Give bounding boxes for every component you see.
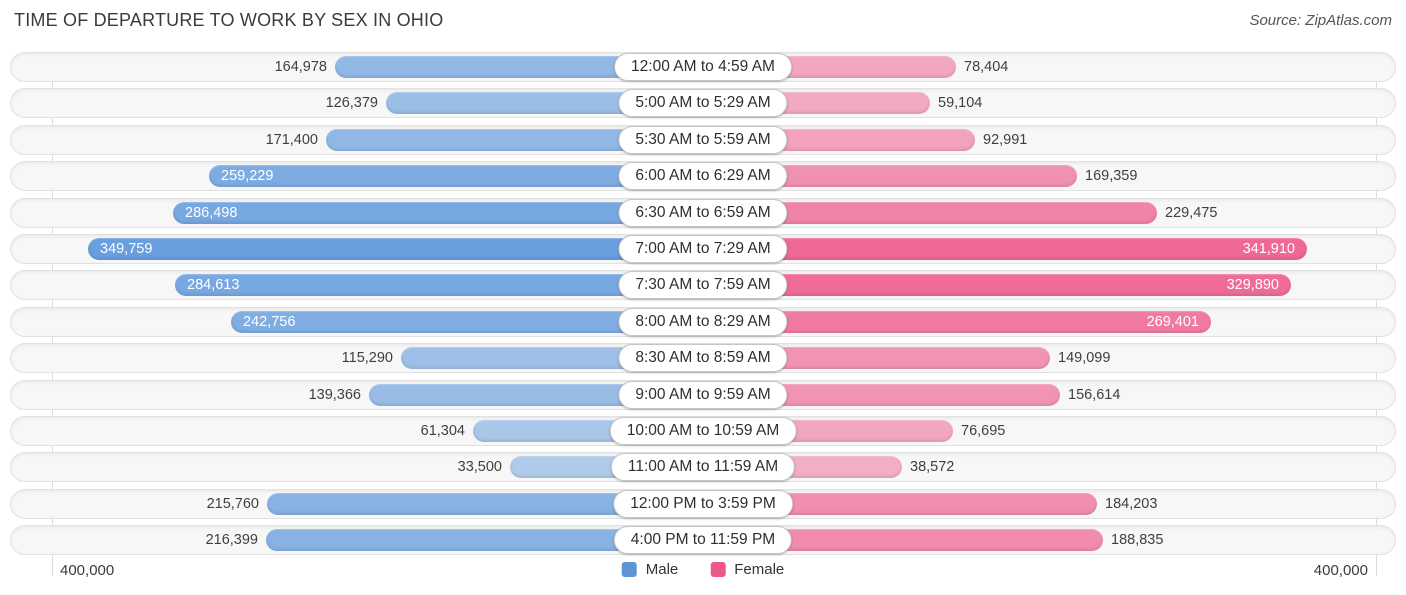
time-range-label: 9:00 AM to 9:59 AM [618, 381, 788, 409]
chart-row: 126,379 59,104 5:00 AM to 5:29 AM [10, 88, 1396, 118]
male-value-label: 242,756 [243, 314, 296, 330]
legend: Male Female [621, 561, 785, 578]
x-axis-max-left: 400,000 [60, 562, 115, 579]
female-value-label: 229,475 [1165, 205, 1218, 221]
male-value-label: 284,613 [187, 277, 240, 293]
male-bar [267, 493, 703, 515]
male-bar [209, 165, 703, 187]
chart-row: 284,613 329,890 7:30 AM to 7:59 AM [10, 270, 1396, 300]
male-bar [231, 311, 703, 333]
time-range-label: 6:30 AM to 6:59 AM [618, 199, 788, 227]
male-value-label: 349,759 [100, 241, 153, 257]
chart-row: 259,229 169,359 6:00 AM to 6:29 AM [10, 161, 1396, 191]
male-value-label: 33,500 [457, 459, 502, 475]
male-bar [266, 529, 703, 551]
male-value-label: 215,760 [206, 496, 259, 512]
female-value-label: 38,572 [910, 459, 955, 475]
female-bar [703, 347, 1050, 369]
time-range-label: 5:30 AM to 5:59 AM [618, 126, 788, 154]
chart-row: 286,498 229,475 6:30 AM to 6:59 AM [10, 198, 1396, 228]
time-range-label: 5:00 AM to 5:29 AM [618, 89, 788, 117]
male-bar [335, 56, 703, 78]
female-bar [703, 529, 1103, 551]
male-value-label: 126,379 [325, 95, 378, 111]
male-value-label: 286,498 [185, 205, 238, 221]
female-legend-label: Female [734, 561, 785, 578]
chart-title: TIME OF DEPARTURE TO WORK BY SEX IN OHIO [14, 10, 444, 30]
female-value-label: 76,695 [961, 423, 1006, 439]
female-value-label: 341,910 [1242, 241, 1295, 257]
male-value-label: 61,304 [420, 423, 465, 439]
female-bar [703, 311, 1211, 333]
time-range-label: 10:00 AM to 10:59 AM [609, 417, 797, 445]
male-value-label: 139,366 [308, 387, 361, 403]
time-range-label: 8:30 AM to 8:59 AM [618, 344, 788, 372]
chart-row: 215,760 184,203 12:00 PM to 3:59 PM [10, 489, 1396, 519]
female-bar [703, 165, 1077, 187]
male-value-label: 259,229 [221, 168, 274, 184]
time-range-label: 4:00 PM to 11:59 PM [613, 526, 793, 554]
chart-row: 216,399 188,835 4:00 PM to 11:59 PM [10, 525, 1396, 555]
male-value-label: 171,400 [265, 132, 318, 148]
time-range-label: 12:00 PM to 3:59 PM [613, 490, 793, 518]
male-bar [326, 129, 703, 151]
time-range-label: 12:00 AM to 4:59 AM [614, 53, 792, 81]
male-value-label: 115,290 [341, 350, 393, 366]
chart-row: 61,304 76,695 10:00 AM to 10:59 AM [10, 416, 1396, 446]
male-legend-swatch [621, 562, 637, 577]
female-bar [703, 384, 1060, 406]
female-value-label: 329,890 [1226, 277, 1279, 293]
source-credit: Source: ZipAtlas.com [1249, 12, 1392, 29]
time-range-label: 7:00 AM to 7:29 AM [618, 235, 788, 263]
time-range-label: 8:00 AM to 8:29 AM [618, 308, 788, 336]
female-value-label: 169,359 [1085, 168, 1138, 184]
female-value-label: 92,991 [983, 132, 1028, 148]
female-bar [703, 274, 1291, 296]
female-value-label: 149,099 [1058, 350, 1111, 366]
female-value-label: 269,401 [1146, 314, 1199, 330]
male-bar [88, 238, 703, 260]
chart-row: 139,366 156,614 9:00 AM to 9:59 AM [10, 380, 1396, 410]
chart-row: 349,759 341,910 7:00 AM to 7:29 AM [10, 234, 1396, 264]
female-bar [703, 238, 1307, 260]
chart-row: 171,400 92,991 5:30 AM to 5:59 AM [10, 125, 1396, 155]
female-value-label: 59,104 [938, 95, 983, 111]
female-value-label: 188,835 [1111, 532, 1164, 548]
female-value-label: 156,614 [1068, 387, 1121, 403]
chart-row: 164,978 78,404 12:00 AM to 4:59 AM [10, 52, 1396, 82]
female-value-label: 184,203 [1105, 496, 1158, 512]
chart-row: 115,290 149,099 8:30 AM to 8:59 AM [10, 343, 1396, 373]
male-bar [173, 202, 703, 224]
male-value-label: 164,978 [274, 59, 327, 75]
time-range-label: 11:00 AM to 11:59 AM [610, 453, 796, 481]
male-value-label: 216,399 [205, 532, 258, 548]
chart-row: 33,500 38,572 11:00 AM to 11:59 AM [10, 452, 1396, 482]
male-bar [175, 274, 703, 296]
chart-row: 242,756 269,401 8:00 AM to 8:29 AM [10, 307, 1396, 337]
female-bar [703, 493, 1097, 515]
female-value-label: 78,404 [964, 59, 1009, 75]
male-legend-label: Male [645, 561, 679, 578]
pyramid-chart: 164,978 78,404 12:00 AM to 4:59 AM 126,379 5… [10, 52, 1396, 564]
time-range-label: 6:00 AM to 6:29 AM [618, 162, 788, 190]
female-bar [703, 202, 1157, 224]
female-legend-swatch [710, 562, 726, 577]
x-axis-max-right: 400,000 [1313, 562, 1368, 579]
time-range-label: 7:30 AM to 7:59 AM [618, 271, 788, 299]
